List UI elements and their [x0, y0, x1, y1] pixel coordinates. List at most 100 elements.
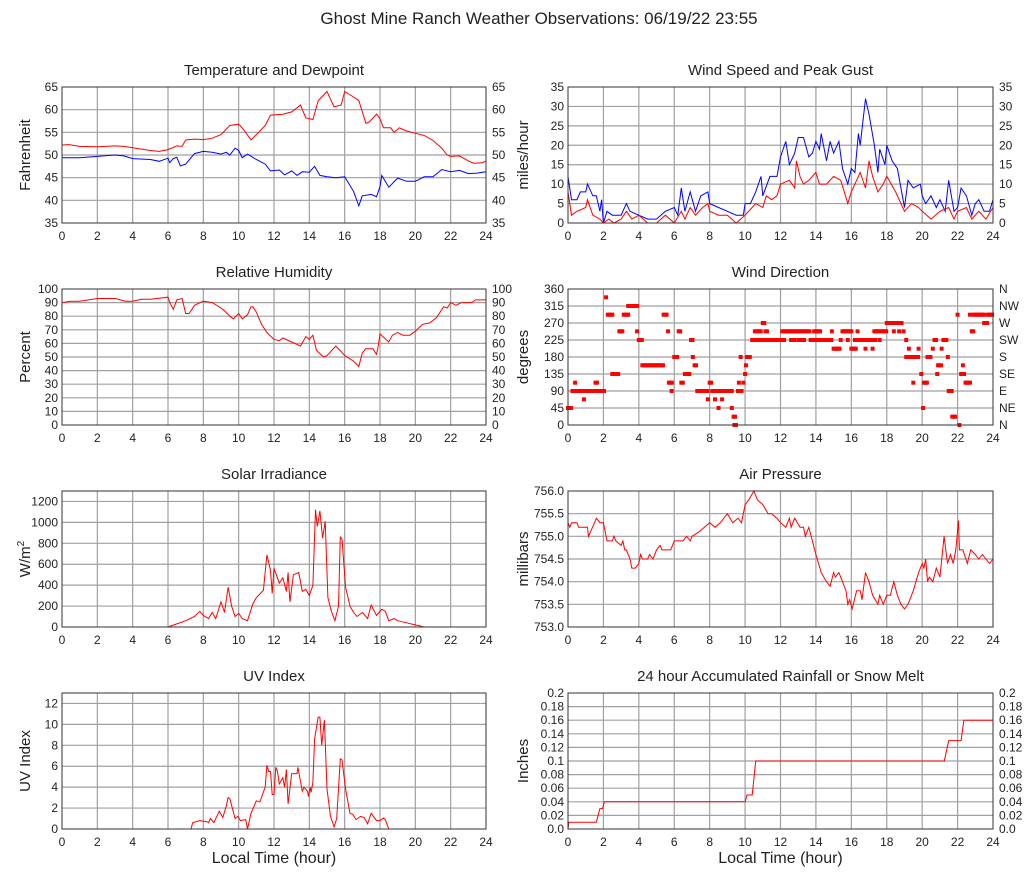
x-tick-label: 18: [880, 229, 894, 243]
right-tick-label: 0.02: [999, 808, 1023, 822]
y-tick-label: 0: [557, 216, 564, 230]
y-tick-label: 360: [544, 282, 564, 296]
direction-point: [945, 355, 950, 359]
direction-point: [694, 363, 699, 368]
direction-point: [733, 414, 738, 419]
y-tick-label: 400: [38, 578, 58, 592]
x-tick-label: 16: [338, 431, 352, 445]
direction-point: [949, 389, 954, 393]
direction-point: [602, 389, 607, 393]
right-tick-label: NE: [999, 401, 1016, 415]
direction-point: [741, 380, 746, 385]
y-tick-label: 225: [544, 333, 564, 347]
x-tick-label: 4: [129, 229, 136, 243]
series-line-1: [62, 147, 487, 208]
x-tick-label: 10: [738, 431, 752, 445]
right-tick-label: N: [999, 418, 1008, 432]
direction-point: [928, 355, 933, 359]
direction-point: [845, 338, 850, 342]
direction-point: [594, 380, 599, 385]
x-tick-label: 14: [809, 431, 823, 445]
x-tick-label: 22: [951, 229, 965, 243]
direction-point: [680, 380, 685, 385]
x-tick-label: 18: [373, 633, 387, 647]
direction-point: [919, 372, 924, 376]
right-tick-label: 0.12: [999, 740, 1023, 754]
direction-point: [807, 329, 812, 334]
direction-point: [729, 389, 734, 393]
direction-point: [897, 329, 902, 334]
x-tick-label: 16: [845, 431, 859, 445]
direction-point: [916, 346, 921, 351]
x-tick-label: 16: [845, 633, 859, 647]
x-tick-label: 12: [774, 229, 788, 243]
right-tick-label: 20: [492, 391, 506, 405]
series-line-0: [61, 90, 487, 164]
y-tick-label: 35: [551, 80, 565, 94]
y-tick-label: 800: [38, 536, 58, 550]
x-tick-label: 6: [671, 431, 678, 445]
x-tick-label: 2: [94, 633, 101, 647]
direction-point: [620, 329, 625, 334]
right-tick-label: 0.06: [999, 781, 1023, 795]
y-tick-label: 90: [551, 384, 565, 398]
x-tick-label: 24: [479, 633, 493, 647]
right-tick-label: 0.18: [999, 700, 1023, 714]
panel-title: UV Index: [243, 668, 305, 685]
y-tick-label: 40: [45, 364, 59, 378]
direction-point: [953, 414, 958, 419]
direction-point: [705, 389, 710, 393]
y-tick-label: 315: [544, 299, 564, 313]
right-tick-label: 0.08: [999, 768, 1023, 782]
right-tick-label: 70: [492, 323, 506, 337]
x-tick-label: 14: [303, 835, 317, 849]
x-tick-label: 22: [444, 835, 458, 849]
y-tick-label: 45: [551, 401, 565, 415]
y-tick-label: 0.14: [541, 727, 565, 741]
right-tick-label: SE: [999, 367, 1015, 381]
y-axis-label: millibars: [515, 531, 532, 586]
direction-point: [639, 338, 644, 342]
y-axis-label: Percent: [17, 330, 34, 383]
x-tick-label: 20: [409, 835, 423, 849]
right-tick-label: W: [999, 316, 1011, 330]
direction-point: [610, 312, 615, 317]
direction-point: [849, 329, 854, 334]
x-tick-label: 6: [671, 633, 678, 647]
x-tick-label: 20: [409, 229, 423, 243]
y-tick-label: 0.18: [541, 700, 565, 714]
right-tick-label: 15: [999, 158, 1013, 172]
x-tick-label: 14: [809, 835, 823, 849]
direction-point: [934, 338, 939, 342]
x-tick-label: 8: [200, 229, 207, 243]
y-tick-label: 50: [45, 350, 59, 364]
series-line-0: [567, 719, 993, 830]
direction-point: [675, 355, 680, 359]
direction-point: [911, 380, 916, 385]
right-tick-label: 60: [492, 336, 506, 350]
x-tick-label: 24: [479, 835, 493, 849]
x-tick-label: 20: [915, 431, 929, 445]
y-tick-label: 100: [38, 282, 58, 296]
right-tick-label: 0.0: [999, 822, 1016, 836]
x-tick-label: 2: [600, 633, 607, 647]
main-title: Ghost Mine Ranch Weather Observations: 0…: [320, 9, 757, 28]
right-tick-label: 0: [492, 418, 499, 432]
x-tick-label: 6: [671, 229, 678, 243]
direction-point: [678, 329, 683, 334]
x-tick-label: 10: [738, 633, 752, 647]
x-tick-label: 2: [94, 835, 101, 849]
x-tick-label: 20: [409, 633, 423, 647]
x-tick-label: 4: [129, 633, 136, 647]
right-tick-label: 10: [999, 177, 1013, 191]
y-tick-label: 0: [51, 418, 58, 432]
y-tick-label: 10: [551, 177, 565, 191]
y-tick-label: 35: [45, 216, 59, 230]
x-tick-label: 0: [59, 431, 66, 445]
x-axis-label: Local Time (hour): [212, 850, 337, 867]
x-tick-label: 10: [232, 835, 246, 849]
x-tick-label: 16: [845, 835, 859, 849]
direction-point: [743, 372, 748, 376]
